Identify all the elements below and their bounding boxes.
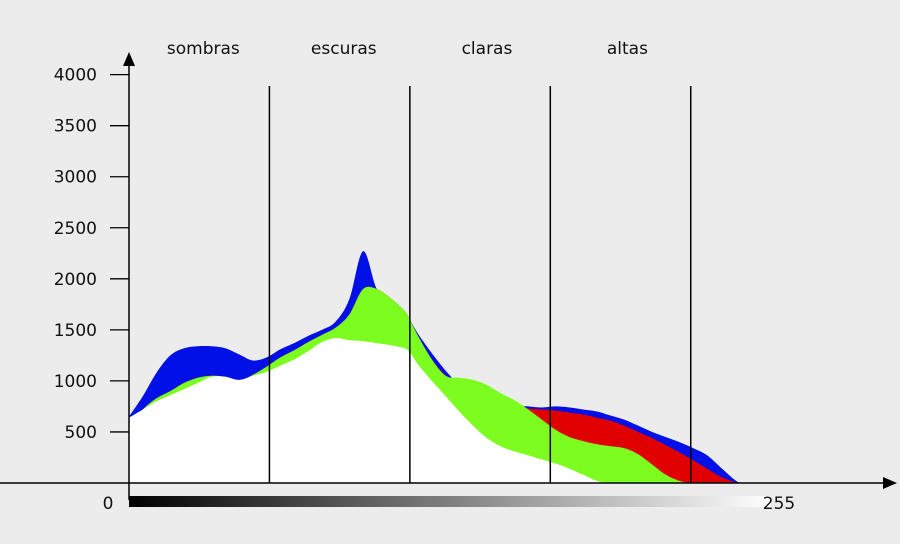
zone-labels: sombras escuras claras altas [167, 39, 648, 59]
y-tick-label: 2500 [54, 219, 97, 239]
zone-label: claras [462, 39, 513, 59]
y-tick-label: 1500 [54, 321, 97, 341]
y-tick-label: 4000 [54, 66, 97, 86]
axes [0, 52, 897, 500]
y-axis-arrow-icon [123, 52, 135, 66]
x-end-label: 255 [763, 494, 795, 514]
white-combined-area [129, 337, 741, 483]
zone-dividers [268, 86, 692, 483]
y-tick-label: 3000 [54, 168, 97, 188]
tonal-gradient-bar [129, 496, 771, 507]
y-tick-label: 1000 [54, 372, 97, 392]
zone-label: sombras [167, 39, 240, 59]
zone-label: altas [607, 39, 648, 59]
x-axis-arrow-icon [883, 477, 897, 489]
y-tick-label: 2000 [54, 270, 97, 290]
y-tick-label: 3500 [54, 117, 97, 137]
histogram-areas [129, 251, 741, 483]
x-start-label: 0 [103, 494, 114, 514]
zone-label: escuras [311, 39, 377, 59]
y-tick-label: 500 [65, 423, 97, 443]
y-ticks: 500 1000 1500 2000 2500 3000 3500 4000 [54, 66, 129, 443]
